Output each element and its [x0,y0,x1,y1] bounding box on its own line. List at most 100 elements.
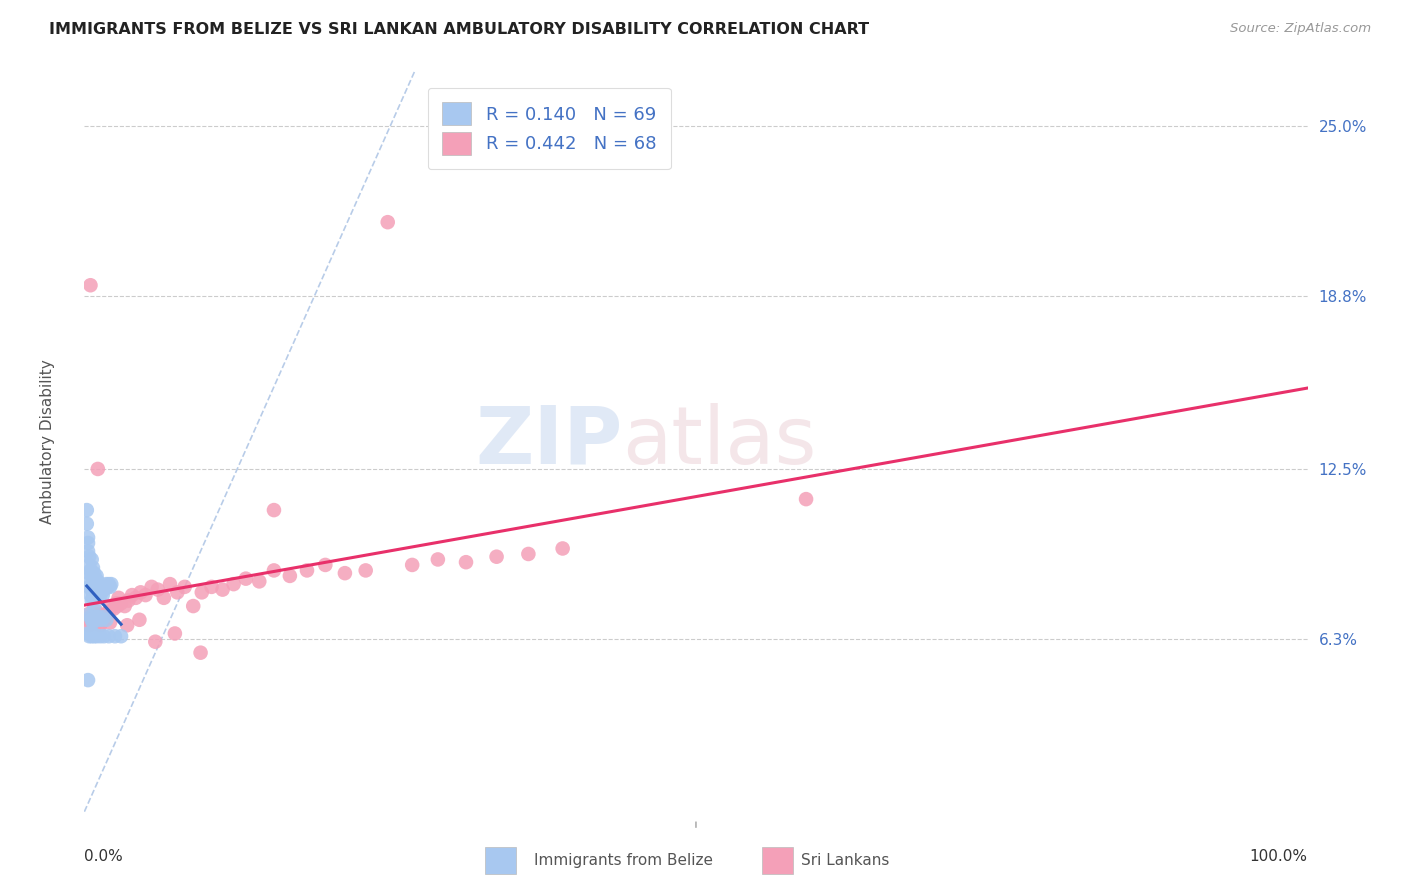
Point [83,613,105,627]
Point [76,613,98,627]
Point [77,626,100,640]
Text: Source: ZipAtlas.com: Source: ZipAtlas.com [1230,22,1371,36]
Point [87,462,110,476]
Point [82,591,104,605]
Text: 100.0%: 100.0% [1250,849,1308,863]
Point [86,577,108,591]
Point [93,582,115,597]
Text: IMMIGRANTS FROM BELIZE VS SRI LANKAN AMBULATORY DISABILITY CORRELATION CHART: IMMIGRANTS FROM BELIZE VS SRI LANKAN AMB… [49,22,869,37]
Point [83,566,105,581]
Point [104,629,127,643]
Point [107,591,129,605]
Point [110,596,132,610]
Point [87,574,110,589]
Point [94,580,117,594]
Point [247,574,270,589]
Point [77,558,100,572]
Point [89,618,111,632]
Point [77,607,100,622]
Point [153,591,176,605]
Point [97,629,120,643]
Point [89,588,111,602]
Point [79,626,101,640]
Point [79,610,101,624]
Point [79,588,101,602]
Point [98,615,121,630]
Point [485,549,508,564]
Point [100,577,122,591]
Point [87,607,110,622]
Point [87,613,110,627]
Point [80,582,103,597]
Point [80,569,103,583]
Point [80,593,103,607]
Point [84,615,107,630]
Point [89,629,111,643]
Point [84,613,107,627]
Point [96,613,118,627]
Point [83,629,105,643]
Point [114,599,136,613]
Point [93,613,115,627]
Text: Sri Lankans: Sri Lankans [801,854,890,868]
Point [77,536,100,550]
Point [551,541,574,556]
Point [146,582,169,597]
Point [86,610,108,624]
Point [166,585,188,599]
Point [93,610,115,624]
Point [517,547,540,561]
Point [87,585,110,599]
Point [125,591,148,605]
Point [121,588,143,602]
Point [82,577,104,591]
Point [129,585,152,599]
Point [91,580,114,594]
Point [90,582,112,597]
Point [77,607,100,622]
Point [83,613,105,627]
Point [80,613,103,627]
Point [84,607,107,622]
Point [79,610,101,624]
Point [235,572,257,586]
Point [77,629,100,643]
Point [77,580,100,594]
Point [333,566,356,581]
Point [83,577,105,591]
Point [98,580,121,594]
Point [454,555,477,569]
Point [295,563,318,577]
Point [90,615,112,630]
Point [84,572,107,586]
Point [77,549,100,564]
Point [190,646,212,660]
Point [200,580,222,594]
Point [77,618,100,632]
Point [97,605,120,619]
Point [128,613,150,627]
Point [79,278,101,293]
Point [82,615,104,630]
Point [96,577,118,591]
Point [87,582,110,597]
Point [76,516,98,531]
Point [77,544,100,558]
Point [79,574,101,589]
Point [82,613,104,627]
Point [86,569,108,583]
Point [87,577,110,591]
Point [87,613,110,627]
Point [105,596,128,610]
Point [97,580,120,594]
Point [82,615,104,630]
Point [77,531,100,545]
Point [426,552,449,566]
Point [211,582,233,597]
Point [103,602,125,616]
Legend: R = 0.140   N = 69, R = 0.442   N = 68: R = 0.140 N = 69, R = 0.442 N = 68 [427,87,671,169]
Text: Immigrants from Belize: Immigrants from Belize [534,854,713,868]
Point [135,588,157,602]
Point [80,552,103,566]
Point [191,585,214,599]
